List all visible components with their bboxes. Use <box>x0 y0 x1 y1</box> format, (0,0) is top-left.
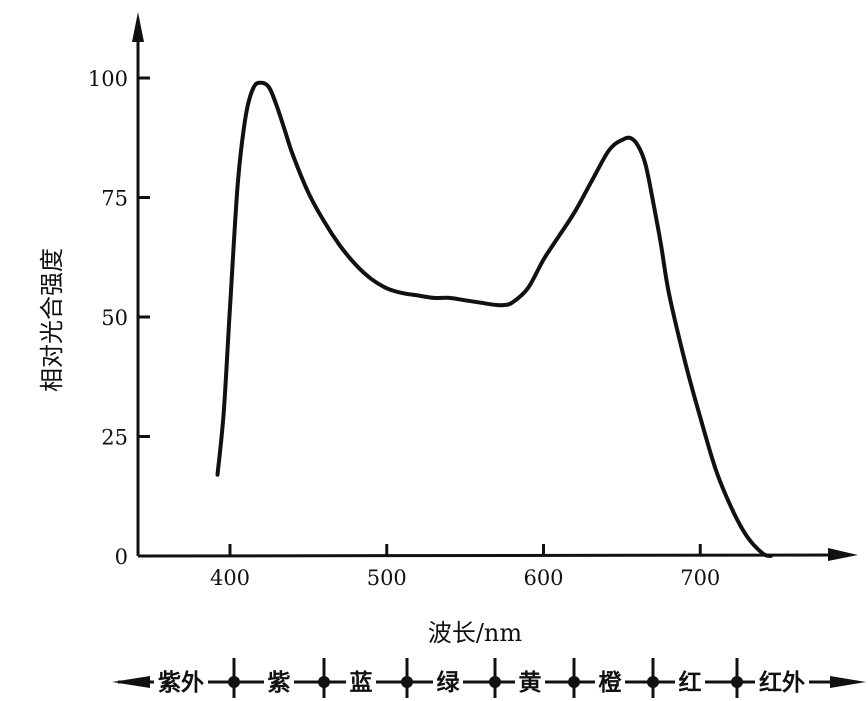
band-divider-dot <box>228 676 240 688</box>
band-label-bg <box>346 664 376 698</box>
y-tick-label: 100 <box>88 67 128 91</box>
spectrum-band-label: 橙 <box>599 669 623 696</box>
axes <box>132 12 858 561</box>
x-ticks: 400 500 600 700 <box>210 544 720 590</box>
spectrum-band-label: 蓝 <box>350 669 373 696</box>
y-tick-label: 25 <box>101 426 128 450</box>
spectrum-band-label: 绿 <box>437 669 461 696</box>
x-axis-arrow <box>828 548 858 561</box>
band-label-bg <box>675 664 705 698</box>
y-axis-arrow <box>132 12 144 42</box>
y-tick-label: 50 <box>101 306 128 330</box>
band-divider-dot <box>731 676 743 688</box>
band-divider-dot <box>568 676 580 688</box>
spectrum-strip-left-arrow <box>112 676 150 688</box>
band-label-bg <box>515 664 545 698</box>
y-tick-label: 75 <box>101 187 128 211</box>
spectrum-band-label: 红外 <box>759 669 805 696</box>
band-divider-dot <box>318 676 330 688</box>
y-axis-title: 相对光合强度 <box>38 248 66 392</box>
spectrum-band-strip: 紫外 紫 蓝 绿 黄 橙 红 红外 <box>112 658 866 698</box>
y-tick-label: 0 <box>115 545 128 569</box>
band-divider-dot <box>647 676 659 688</box>
band-label-bg <box>264 664 294 698</box>
x-tick-label: 700 <box>680 566 720 590</box>
band-label-bg <box>755 664 809 698</box>
spectrum-band-label: 紫 <box>268 669 291 696</box>
band-divider-dot <box>489 676 501 688</box>
band-divider-dot <box>401 676 413 688</box>
x-tick-label: 600 <box>523 566 563 590</box>
band-label-bg <box>595 664 625 698</box>
spectrum-strip-right-arrow <box>830 676 866 688</box>
series-line <box>215 80 773 558</box>
spectrum-band-label: 黄 <box>519 669 542 696</box>
y-ticks: 0 25 50 75 100 <box>88 67 150 569</box>
spectrum-band-label: 红 <box>679 669 702 696</box>
band-label-bg <box>154 664 208 698</box>
x-axis-line <box>137 553 849 558</box>
spectrum-band-label: 紫外 <box>158 669 204 696</box>
band-label-bg <box>433 664 463 698</box>
x-tick-label: 400 <box>210 566 250 590</box>
x-axis-title: 波长/nm <box>428 619 523 647</box>
x-tick-label: 500 <box>367 566 407 590</box>
